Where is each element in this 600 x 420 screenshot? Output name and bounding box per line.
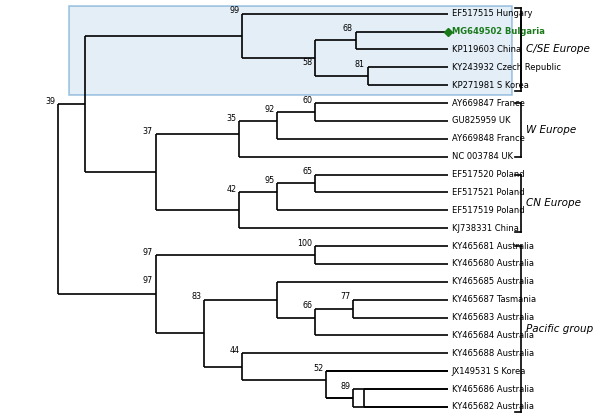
- Text: W Europe: W Europe: [526, 125, 576, 135]
- Text: EF517515 Hungary: EF517515 Hungary: [452, 9, 532, 18]
- Text: Pacific group: Pacific group: [526, 324, 593, 334]
- Text: 52: 52: [313, 364, 323, 373]
- Text: KY465680 Australia: KY465680 Australia: [452, 260, 534, 268]
- Text: AY669847 France: AY669847 France: [452, 99, 525, 108]
- Text: 97: 97: [143, 248, 153, 257]
- Text: KJ738331 China: KJ738331 China: [452, 224, 519, 233]
- Text: MG649502 Bulgaria: MG649502 Bulgaria: [452, 27, 545, 36]
- Text: 97: 97: [143, 276, 153, 285]
- Text: 66: 66: [302, 302, 313, 310]
- Text: 81: 81: [355, 60, 365, 69]
- Text: AY669848 France: AY669848 France: [452, 134, 525, 143]
- Text: JX149531 S Korea: JX149531 S Korea: [452, 367, 526, 375]
- Text: EF517521 Poland: EF517521 Poland: [452, 188, 524, 197]
- Text: KP271981 S Korea: KP271981 S Korea: [452, 81, 529, 89]
- Text: 35: 35: [227, 114, 236, 123]
- Text: KY465683 Australia: KY465683 Australia: [452, 313, 534, 322]
- Text: 92: 92: [264, 105, 275, 114]
- Text: KY465686 Australia: KY465686 Australia: [452, 385, 534, 394]
- Text: 60: 60: [302, 96, 313, 105]
- Text: KY465681 Australia: KY465681 Australia: [452, 241, 534, 250]
- FancyBboxPatch shape: [69, 5, 512, 95]
- Text: EF517519 Poland: EF517519 Poland: [452, 206, 524, 215]
- Text: 77: 77: [340, 292, 350, 302]
- Text: KP119603 China: KP119603 China: [452, 45, 521, 54]
- Text: 37: 37: [143, 127, 153, 136]
- Text: 58: 58: [302, 58, 313, 67]
- Text: KY243932 Czech Republic: KY243932 Czech Republic: [452, 63, 561, 72]
- Text: CN Europe: CN Europe: [526, 198, 581, 208]
- Text: KY465688 Australia: KY465688 Australia: [452, 349, 534, 358]
- Text: EF517520 Poland: EF517520 Poland: [452, 170, 524, 179]
- Text: 39: 39: [46, 97, 56, 106]
- Text: 99: 99: [229, 6, 239, 16]
- Text: NC 003784 UK: NC 003784 UK: [452, 152, 513, 161]
- Text: KY465682 Australia: KY465682 Australia: [452, 402, 534, 412]
- Text: KY465685 Australia: KY465685 Australia: [452, 277, 534, 286]
- Text: 42: 42: [227, 185, 236, 194]
- Text: KY465684 Australia: KY465684 Australia: [452, 331, 534, 340]
- Text: 83: 83: [191, 292, 202, 302]
- Text: KY465687 Tasmania: KY465687 Tasmania: [452, 295, 536, 304]
- Text: GU825959 UK: GU825959 UK: [452, 116, 511, 126]
- Text: 89: 89: [340, 382, 350, 391]
- Text: 95: 95: [264, 176, 275, 185]
- Text: C/SE Europe: C/SE Europe: [526, 45, 590, 55]
- Text: 100: 100: [298, 239, 313, 248]
- Text: 68: 68: [343, 24, 353, 33]
- Text: 65: 65: [302, 167, 313, 176]
- Text: 44: 44: [229, 346, 239, 355]
